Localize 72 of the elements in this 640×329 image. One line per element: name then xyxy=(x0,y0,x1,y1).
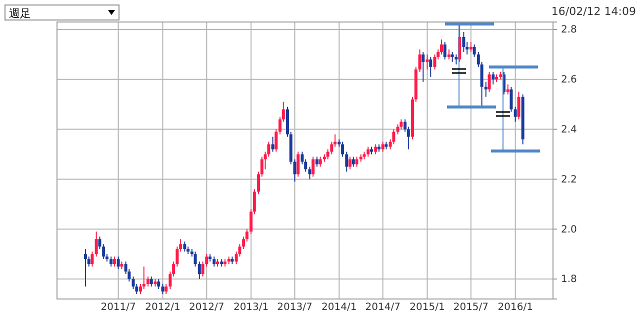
candlestick xyxy=(366,146,370,158)
candlestick xyxy=(161,284,164,295)
candlestick xyxy=(90,251,94,268)
candlestick xyxy=(396,124,400,135)
candlestick xyxy=(450,51,454,62)
candlestick xyxy=(443,41,446,60)
candlestick xyxy=(312,156,315,178)
candlestick xyxy=(164,284,168,295)
candlestick xyxy=(94,231,98,258)
candlestick xyxy=(374,144,378,155)
y-tick-label: 2.0 xyxy=(561,224,577,236)
candlestick xyxy=(157,278,160,290)
y-tick-label: 2.6 xyxy=(561,74,577,86)
x-tick-label: 2013/1 xyxy=(233,302,269,314)
candlestick xyxy=(506,84,510,95)
candlestick xyxy=(194,251,197,268)
candlestick xyxy=(517,91,520,120)
candlestick xyxy=(212,256,216,268)
candlestick xyxy=(345,151,348,172)
candlestick xyxy=(102,244,106,260)
candlestick xyxy=(462,31,466,52)
y-tick-label: 2.4 xyxy=(561,124,577,136)
candlestick xyxy=(198,261,201,280)
candlestick xyxy=(418,48,422,72)
candlestick xyxy=(146,276,150,288)
candlestick xyxy=(510,86,513,112)
candlestick xyxy=(315,156,318,168)
candlestick xyxy=(433,54,436,70)
x-tick-label: 2015/7 xyxy=(453,302,489,314)
candlestick xyxy=(514,106,517,122)
candlestick xyxy=(426,54,429,70)
candlestick xyxy=(422,51,425,82)
candlestick xyxy=(110,256,113,268)
x-tick-label: 2015/1 xyxy=(410,302,445,314)
y-tick-label: 1.8 xyxy=(561,274,577,286)
candlestick xyxy=(429,56,432,78)
x-tick-label: 2012/1 xyxy=(145,302,180,314)
candlestick xyxy=(492,71,495,85)
x-tick-label: 2014/7 xyxy=(365,302,400,314)
y-tick-label: 2.2 xyxy=(561,174,577,186)
x-tick-label: 2014/1 xyxy=(322,302,357,314)
candlestick xyxy=(318,156,322,168)
candlestick xyxy=(355,156,358,168)
candlestick xyxy=(84,248,87,288)
candlestick xyxy=(296,151,300,178)
candlestick xyxy=(447,48,450,60)
candlestick xyxy=(142,266,146,290)
y-tick-label: 2.8 xyxy=(561,24,577,36)
x-tick-label: 2013/7 xyxy=(277,302,312,314)
candlestick xyxy=(116,256,120,270)
candlestick xyxy=(98,236,102,250)
candlestick xyxy=(271,136,274,152)
text: 16/02/12 14:09 xyxy=(551,5,636,18)
candlestick xyxy=(484,81,488,98)
candlestick xyxy=(472,44,476,58)
candlestick xyxy=(150,276,153,288)
x-tick-label: 2016/1 xyxy=(498,302,533,314)
candlestick xyxy=(381,141,384,152)
x-tick-label: 2012/7 xyxy=(189,302,224,314)
candlestick xyxy=(274,128,278,152)
candlestick xyxy=(352,156,355,168)
candlestick xyxy=(183,241,186,252)
candlestick xyxy=(469,41,472,52)
candlestick xyxy=(454,54,458,65)
candlestick xyxy=(308,166,312,180)
candlestick xyxy=(341,141,344,158)
candlestick xyxy=(348,156,352,170)
text: 週足 xyxy=(9,7,31,20)
candlestick xyxy=(488,71,491,92)
candlestick xyxy=(132,276,135,290)
x-tick-label: 2011/7 xyxy=(100,302,136,314)
candlestick xyxy=(112,256,116,268)
